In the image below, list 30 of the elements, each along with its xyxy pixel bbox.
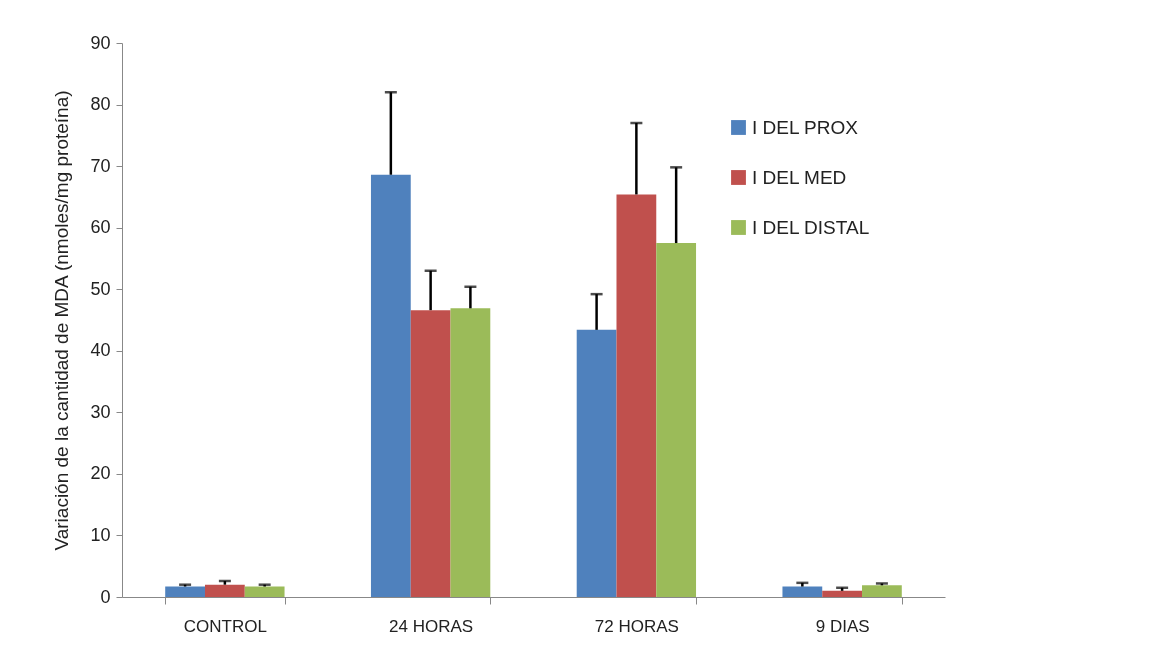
- bar: [822, 590, 863, 597]
- x-tick-label: CONTROL: [183, 616, 267, 636]
- bar: [656, 243, 697, 597]
- bar: [782, 586, 823, 597]
- y-tick-label: 80: [90, 94, 111, 115]
- y-tick-label: 10: [90, 524, 111, 545]
- bar: [450, 308, 491, 597]
- bar: [576, 329, 617, 597]
- y-tick-label: 0: [100, 586, 111, 607]
- legend-label: I DEL PROX: [752, 116, 859, 138]
- y-tick-label: 50: [90, 278, 111, 299]
- bar: [244, 586, 285, 597]
- y-tick-label: 30: [90, 401, 111, 422]
- y-tick-label: 90: [90, 32, 111, 53]
- x-tick-label: 72 HORAS: [594, 616, 679, 636]
- y-tick-label: 60: [90, 217, 111, 238]
- bar: [165, 586, 205, 597]
- y-axis-title: Variación de la cantidad de MDA (nmoles/mg proteína): [51, 90, 73, 551]
- y-tick-label: 70: [90, 155, 111, 176]
- legend-label: I DEL DISTAL: [752, 216, 870, 238]
- x-tick-label: 9 DIAS: [815, 616, 870, 636]
- bar: [370, 174, 411, 597]
- y-tick-label: 40: [90, 340, 111, 361]
- legend-label: I DEL MED: [752, 166, 847, 188]
- bar: [204, 584, 245, 597]
- bar: [862, 585, 902, 597]
- bar: [616, 194, 657, 597]
- bar: [410, 310, 451, 597]
- x-tick-label: 24 HORAS: [389, 616, 474, 636]
- y-tick-label: 20: [90, 463, 111, 484]
